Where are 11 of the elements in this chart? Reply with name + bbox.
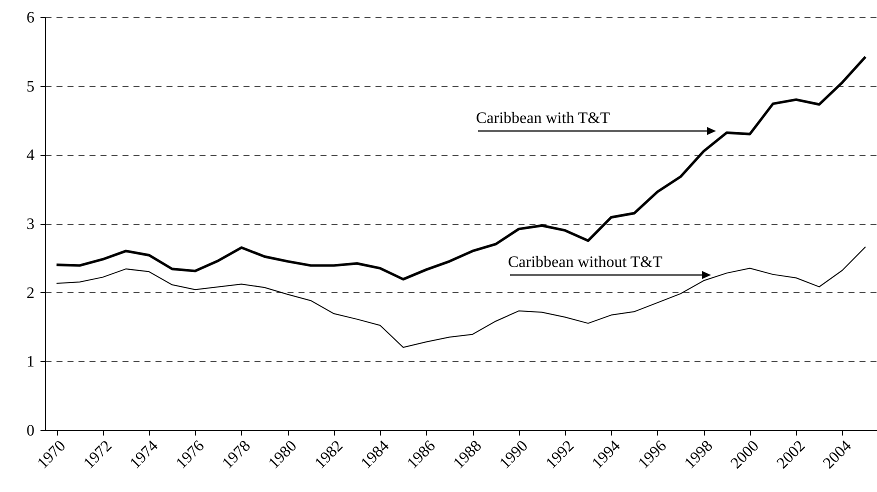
line-series	[56, 246, 866, 348]
y-tick-label: 5	[26, 78, 34, 96]
annotation: Caribbean with T&T	[476, 110, 610, 127]
y-tick-label: 0	[26, 422, 34, 440]
y-tick-label: 3	[26, 216, 34, 233]
y-tick-label: 6	[26, 10, 34, 26]
y-tick-label: 2	[26, 284, 34, 302]
y-tick-label: 1	[26, 354, 34, 371]
annotation: Caribbean without T&T	[508, 254, 663, 271]
y-tick-label: 4	[26, 147, 34, 164]
line-series	[55, 56, 867, 281]
